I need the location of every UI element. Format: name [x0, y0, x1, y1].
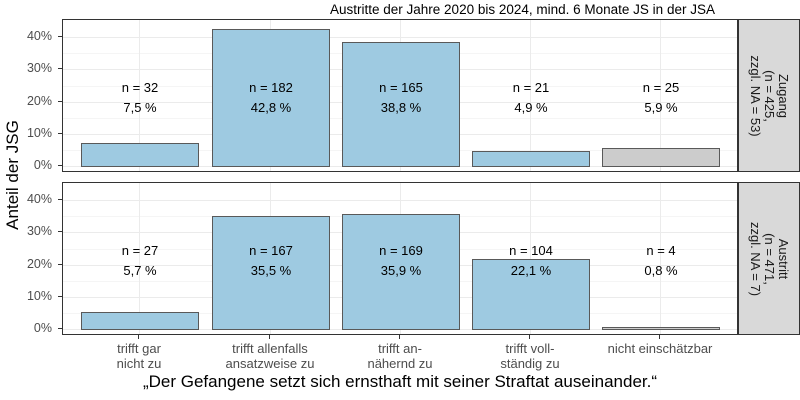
- x-tick-mark: [138, 335, 139, 339]
- facet-strip-zugang: Zugang (n = 425, zzgl. NA = 53): [738, 19, 800, 172]
- y-axis-title: Anteil der JSG: [3, 120, 22, 230]
- bar-zugang-3: [342, 42, 460, 167]
- x-axis-title: „Der Gefangene setzt sich ernsthaft mit …: [142, 372, 658, 391]
- facet-panel-austritt: n = 27 5,7 % n = 167 35,5 % n = 169 35,9 % n =…: [62, 182, 738, 335]
- y-tick-mark: [58, 199, 62, 201]
- y-tick-label: 10%: [26, 288, 52, 303]
- grid-line-vertical: [530, 183, 531, 334]
- bar-percent-label: 7,5 %: [123, 100, 157, 115]
- bar-label: n = 182 42,8 %: [212, 78, 330, 118]
- y-tick-label: 0%: [33, 321, 52, 335]
- grid-line-vertical: [660, 183, 661, 334]
- y-tick-label: 10%: [26, 125, 52, 140]
- y-tick-mark: [58, 263, 62, 265]
- bar-label: n = 167 35,5 %: [212, 241, 330, 281]
- bar-count-label: n = 182: [249, 80, 293, 95]
- y-tick-label: 40%: [26, 192, 52, 207]
- bar-count-label: n = 21: [512, 80, 550, 95]
- grid-line-vertical: [660, 20, 661, 171]
- x-tick-mark: [529, 335, 530, 339]
- y-tick-mark: [58, 36, 62, 38]
- bar-label: n = 4 0,8 %: [602, 241, 720, 281]
- grid-line-vertical: [139, 183, 140, 334]
- bar-label: n = 169 35,9 %: [342, 241, 460, 281]
- bar-percent-label: 0,8 %: [644, 263, 678, 278]
- x-tick-mark: [659, 335, 660, 339]
- y-tick-label: 20%: [26, 256, 52, 271]
- bar-austritt-5: [602, 327, 720, 330]
- bar-percent-label: 5,9 %: [644, 100, 678, 115]
- facet-strip-label: Zugang (n = 425, zzgl. NA = 53): [748, 54, 791, 137]
- x-tick-mark: [269, 335, 270, 339]
- bar-austritt-1: [81, 311, 199, 330]
- x-tick-label: nicht einschätzbar: [607, 341, 713, 356]
- y-tick-mark: [58, 328, 62, 329]
- bar-percent-label: 5,7 %: [123, 263, 157, 278]
- y-tick-label: 40%: [26, 29, 52, 44]
- x-tick-mark: [399, 335, 400, 339]
- bar-percent-label: 42,8 %: [250, 100, 292, 115]
- bar-count-label: n = 104: [509, 243, 553, 258]
- y-tick-label: 30%: [26, 224, 52, 239]
- x-tick-label: trifft allenfalls ansatzweise zu: [225, 341, 315, 371]
- bar-percent-label: 35,5 %: [250, 263, 292, 278]
- bar-count-label: n = 25: [642, 80, 680, 95]
- bar-label: n = 27 5,7 %: [81, 241, 199, 281]
- x-tick-label: trifft voll-ständig zu: [500, 341, 560, 371]
- bar-percent-label: 4,9 %: [514, 100, 548, 115]
- bar-austritt-3: [342, 214, 460, 330]
- bar-label: n = 32 7,5 %: [81, 78, 199, 118]
- y-tick-label: 20%: [26, 93, 52, 108]
- y-tick-label: 30%: [26, 61, 52, 76]
- facet-strip-label: Austritt (n = 471, zzgl. NA = 7): [748, 221, 791, 296]
- bar-label: n = 25 5,9 %: [602, 78, 720, 118]
- y-tick-mark: [58, 295, 62, 297]
- bar-count-label: n = 32: [121, 80, 159, 95]
- bar-zugang-5: [602, 148, 720, 167]
- chart-title: Austritte der Jahre 2020 bis 2024, mind.…: [330, 2, 715, 17]
- bar-percent-label: 35,9 %: [380, 263, 422, 278]
- y-tick-mark: [58, 68, 62, 70]
- x-tick-label: trifft gar nicht zu: [116, 341, 162, 371]
- y-tick-mark: [58, 231, 62, 233]
- bar-count-label: n = 169: [379, 243, 423, 258]
- bar-zugang-2: [212, 29, 330, 167]
- bar-count-label: n = 165: [379, 80, 423, 95]
- bar-label: n = 21 4,9 %: [472, 78, 590, 118]
- y-tick-mark: [58, 100, 62, 102]
- bar-percent-label: 22,1 %: [510, 263, 552, 278]
- bar-percent-label: 38,8 %: [380, 100, 422, 115]
- bar-label: n = 104 22,1 %: [472, 241, 590, 281]
- grid-line-vertical: [139, 20, 140, 171]
- y-tick-label: 0%: [33, 158, 52, 172]
- facet-strip-austritt: Austritt (n = 471, zzgl. NA = 7): [738, 182, 800, 335]
- bar-count-label: n = 167: [249, 243, 293, 258]
- bar-label: n = 165 38,8 %: [342, 78, 460, 118]
- y-tick-mark: [58, 132, 62, 134]
- bar-zugang-1: [81, 142, 199, 167]
- bar-zugang-4: [472, 151, 590, 167]
- bar-count-label: n = 4: [646, 243, 676, 258]
- grid-line-vertical: [530, 20, 531, 171]
- bar-austritt-2: [212, 215, 330, 330]
- y-tick-mark: [58, 165, 62, 166]
- x-tick-label: trifft an-nähernd zu: [367, 341, 433, 371]
- bar-count-label: n = 27: [121, 243, 159, 258]
- bar-austritt-4: [472, 258, 590, 330]
- facet-panel-zugang: n = 32 7,5 % n = 182 42,8 % n = 165 38,8 % n =…: [62, 19, 738, 172]
